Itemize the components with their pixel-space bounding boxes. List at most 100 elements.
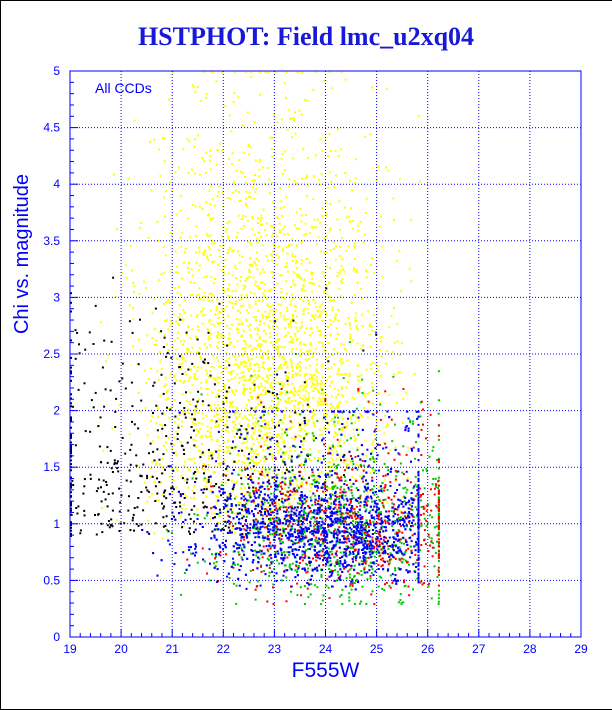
data-point (318, 434, 321, 437)
data-point (304, 458, 307, 461)
data-point (289, 480, 292, 483)
data-point (349, 437, 352, 440)
data-point (319, 138, 322, 141)
data-point (136, 363, 139, 365)
data-point (252, 500, 255, 503)
data-point (334, 512, 337, 515)
data-point (395, 401, 398, 404)
data-point (356, 378, 359, 381)
data-point (249, 378, 252, 381)
data-point (234, 447, 236, 450)
data-point (308, 281, 311, 284)
data-point (166, 406, 168, 409)
data-point (279, 383, 282, 386)
data-point (192, 472, 195, 475)
data-point (328, 282, 331, 285)
data-point (286, 518, 289, 521)
data-point (322, 426, 325, 429)
data-point (355, 517, 358, 520)
data-point (364, 526, 367, 529)
data-point (209, 254, 212, 257)
data-point (250, 468, 253, 470)
data-point (217, 404, 219, 407)
data-point (167, 407, 170, 410)
data-point (358, 386, 361, 389)
data-point (175, 379, 178, 382)
data-point (325, 234, 328, 237)
data-point (293, 497, 296, 500)
data-point (241, 334, 243, 337)
data-point (248, 451, 251, 454)
data-point (329, 333, 332, 336)
data-point (105, 481, 108, 483)
data-point (237, 250, 239, 253)
data-point (300, 477, 303, 480)
data-point (403, 495, 406, 498)
data-point (282, 363, 285, 366)
data-point (311, 374, 313, 377)
data-point (310, 459, 313, 462)
data-point (348, 460, 351, 463)
data-point (228, 343, 231, 346)
data-point (350, 567, 353, 570)
data-point (272, 407, 275, 410)
data-point (296, 594, 299, 597)
data-point (150, 367, 152, 370)
data-point (190, 508, 193, 511)
data-point (312, 198, 315, 201)
data-point (298, 390, 301, 393)
data-point (196, 370, 199, 373)
data-point (249, 462, 252, 464)
data-point (368, 564, 371, 567)
data-point (354, 455, 357, 458)
data-point (266, 303, 269, 306)
data-point (270, 271, 273, 274)
data-point (276, 333, 279, 336)
data-point (243, 365, 246, 368)
data-point (305, 497, 308, 500)
data-point (268, 192, 271, 195)
data-point (110, 518, 113, 521)
data-point (180, 356, 183, 359)
data-point (208, 292, 211, 295)
data-point (155, 499, 158, 502)
data-point (244, 71, 247, 73)
data-point (342, 512, 345, 515)
data-point (286, 509, 289, 512)
data-point (334, 485, 337, 488)
data-point (211, 198, 214, 201)
data-point (180, 420, 183, 423)
data-point (307, 353, 310, 356)
data-point (317, 472, 320, 475)
data-point (99, 416, 102, 419)
data-point (262, 316, 265, 319)
data-point (376, 530, 379, 533)
data-point (146, 477, 149, 480)
data-point (191, 328, 194, 331)
data-point (272, 201, 274, 204)
data-point (333, 435, 335, 438)
data-point (269, 547, 272, 550)
data-point (279, 231, 282, 234)
data-point (196, 561, 199, 564)
data-point (246, 111, 249, 114)
data-point (420, 400, 423, 403)
data-point (311, 331, 314, 334)
data-point (293, 487, 296, 490)
data-point (196, 468, 199, 470)
data-point (272, 363, 275, 366)
data-point (412, 524, 414, 527)
data-point (245, 361, 248, 364)
data-point (279, 353, 282, 356)
data-point (437, 517, 440, 520)
data-point (273, 245, 276, 248)
data-point (252, 276, 255, 279)
data-point (302, 285, 305, 288)
data-point (397, 517, 400, 519)
data-point (376, 545, 379, 548)
data-point (280, 386, 283, 389)
data-point (254, 598, 257, 601)
data-point (360, 313, 363, 316)
data-point (367, 533, 370, 536)
data-point (268, 482, 271, 485)
